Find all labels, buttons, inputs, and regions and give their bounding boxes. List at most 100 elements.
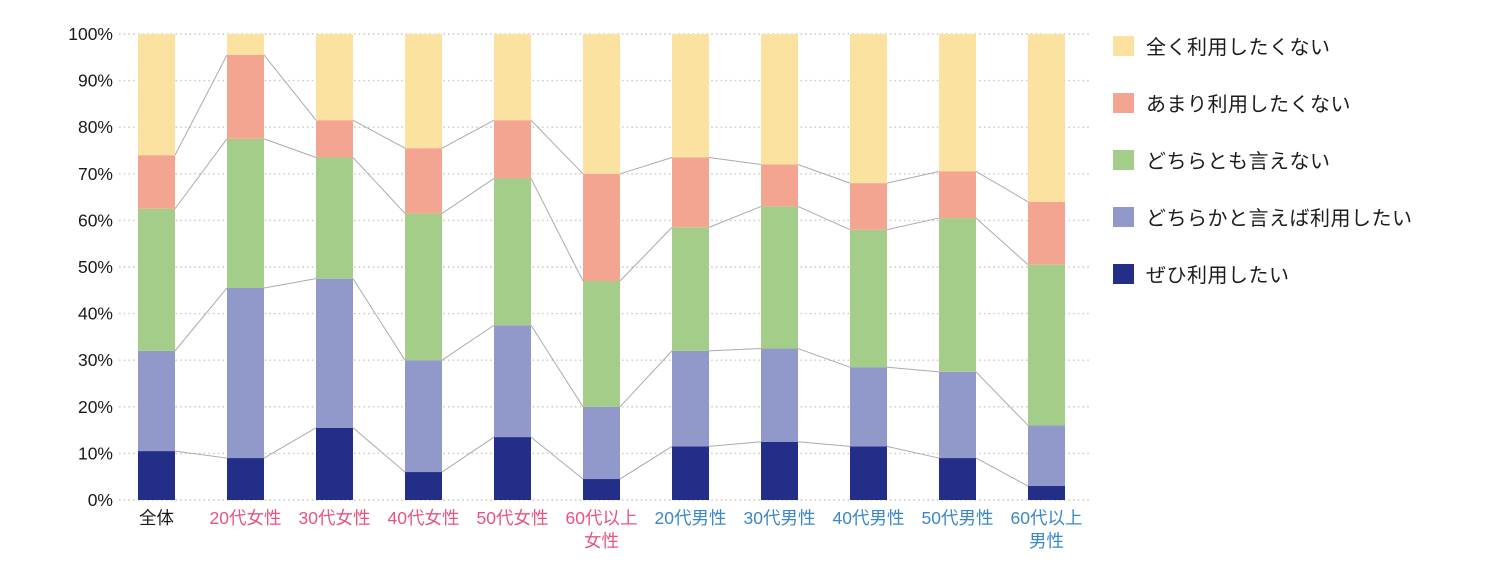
legend-item: どちらかと言えば利用したい	[1113, 202, 1413, 231]
x-axis-category-label: 60代以上	[1011, 508, 1083, 528]
segment-connector-line	[619, 350, 673, 408]
bar-segment	[138, 208, 175, 351]
bar-segment	[316, 34, 353, 121]
segment-connector-line	[263, 138, 317, 158]
segment-connector-line	[530, 324, 584, 408]
segment-connector-line	[708, 205, 762, 228]
segment-connector-line	[886, 217, 940, 231]
bar-segment	[138, 34, 175, 156]
segment-connector-line	[797, 164, 851, 184]
legend-item: 全く利用したくない	[1113, 31, 1413, 60]
segment-connector-line	[530, 436, 584, 480]
legend-label: どちらとも言えない	[1146, 151, 1331, 173]
segment-connector-line	[263, 427, 317, 459]
bar-segment	[494, 34, 531, 121]
segment-connector-line	[174, 138, 228, 210]
segment-connector-line	[797, 348, 851, 368]
bar-segment	[138, 350, 175, 452]
segment-connector-line	[441, 119, 495, 149]
bar-segment	[494, 437, 531, 500]
bar-segment	[672, 227, 709, 351]
x-axis-category-label: 男性	[1029, 531, 1064, 551]
bar-segment	[761, 164, 798, 207]
segment-connector-line	[975, 371, 1029, 426]
segment-connector-line	[352, 119, 406, 149]
y-axis-tick-label: 20%	[78, 397, 113, 417]
segment-connector-line	[263, 278, 317, 289]
bar-segment	[583, 34, 620, 174]
bar-segment	[1028, 264, 1065, 426]
segment-connector-line	[352, 278, 406, 361]
y-axis-tick-label: 40%	[78, 304, 113, 324]
segment-connector-line	[708, 441, 762, 447]
bar-segment	[761, 441, 798, 500]
bar-segment	[761, 206, 798, 349]
y-axis-tick-label: 70%	[78, 164, 113, 184]
segment-connector-line	[352, 157, 406, 214]
legend-label: あまり利用したくない	[1146, 94, 1351, 116]
bar-segment	[227, 287, 264, 459]
bar-segment	[405, 34, 442, 149]
x-axis-category-label: 30代男性	[744, 508, 816, 528]
x-axis-category-label: 20代女性	[210, 508, 282, 528]
bar-segment	[1028, 201, 1065, 265]
bar-segment	[672, 350, 709, 447]
bar-segment	[494, 178, 531, 326]
bar-segment	[583, 173, 620, 281]
segment-connector-line	[619, 445, 673, 480]
bar-segment	[405, 472, 442, 500]
bar-segment	[939, 218, 976, 372]
bar-segment	[583, 406, 620, 480]
segment-connector-line	[263, 54, 317, 121]
y-axis-tick-label: 10%	[78, 443, 113, 463]
legend-label: ぜひ利用したい	[1146, 265, 1290, 287]
bar-segment	[227, 34, 264, 55]
bar-segment	[850, 367, 887, 447]
x-axis-category-label: 50代女性	[477, 508, 549, 528]
segment-connector-line	[708, 348, 762, 352]
legend-swatch-icon	[1113, 92, 1134, 113]
bar-segment	[672, 157, 709, 228]
segment-connector-line	[174, 54, 228, 156]
segment-connector-line	[530, 119, 584, 175]
x-axis-category-label: 女性	[584, 531, 619, 551]
x-axis-category-label: 30代女性	[299, 508, 371, 528]
x-axis-category-label: 40代男性	[833, 508, 905, 528]
x-axis-category-label: 全体	[139, 508, 174, 528]
x-axis-category-label: 20代男性	[655, 508, 727, 528]
bar-segment	[494, 325, 531, 438]
bar-segment	[939, 171, 976, 219]
bar-segment	[939, 458, 976, 500]
bar-segment	[672, 446, 709, 500]
segment-connector-line	[530, 178, 584, 282]
y-axis-tick-label: 60%	[78, 210, 113, 230]
bar-segment	[1028, 425, 1065, 487]
segment-connector-line	[886, 366, 940, 373]
x-axis-category-label: 60代以上	[566, 508, 638, 528]
legend-item: どちらとも言えない	[1113, 145, 1413, 174]
y-axis-tick-label: 80%	[78, 117, 113, 137]
y-axis-tick-label: 50%	[78, 257, 113, 277]
bar-segment	[583, 280, 620, 407]
bar-segment	[316, 427, 353, 500]
bar-segment	[405, 148, 442, 214]
segment-connector-line	[441, 178, 495, 214]
segment-connector-line	[975, 171, 1029, 203]
bar-segment	[227, 458, 264, 500]
segment-connector-line	[886, 170, 940, 184]
bar-segment	[138, 451, 175, 500]
y-axis-tick-label: 100%	[68, 24, 113, 44]
bar-segment	[583, 479, 620, 500]
legend-item: あまり利用したくない	[1113, 88, 1413, 117]
bar-segment	[850, 229, 887, 368]
legend-label: 全く利用したくない	[1146, 37, 1331, 59]
segment-connector-line	[619, 227, 673, 282]
bar-segment	[761, 34, 798, 165]
segment-connector-line	[797, 441, 851, 447]
chart-legend: 全く利用したくない あまり利用したくない どちらとも言えない どちらかと言えば利…	[1113, 31, 1413, 288]
segment-connector-line	[441, 436, 495, 473]
segment-connector-line	[441, 324, 495, 361]
segment-connector-line	[708, 156, 762, 165]
